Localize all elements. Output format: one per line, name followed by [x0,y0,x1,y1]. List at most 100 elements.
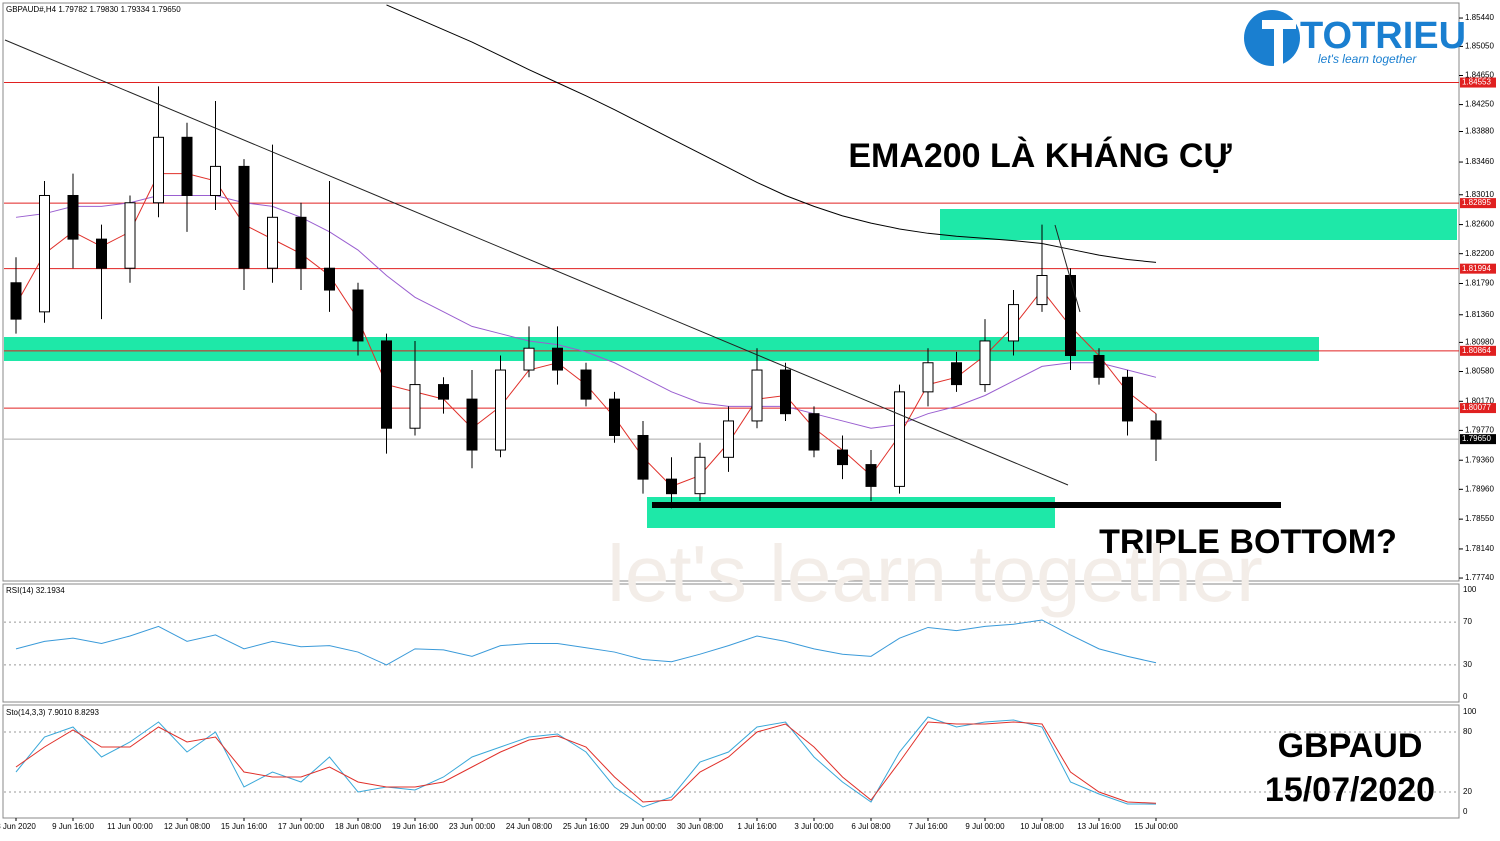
y-tick-label: 1.80170 [1465,396,1494,405]
indicator-line [15,716,1157,808]
x-tick-label: 25 Jun 16:00 [563,822,610,831]
indicator-line [15,721,1157,804]
candle-body [39,194,50,313]
candle-body [1093,354,1105,378]
annotation: GBPAUD [1278,727,1423,765]
candle-body [523,347,535,371]
candle-body [153,136,164,204]
candle-body [979,340,991,386]
header: GBPAUD#,H4 1.79782 1.79830 1.79334 1.796… [6,5,181,14]
level-tag [1460,345,1496,356]
candle-body [466,398,478,451]
x-tick-label: 7 Jul 16:00 [908,822,948,831]
x-tick-label: 10 Jul 08:00 [1020,822,1064,831]
candle-body [409,384,421,429]
candle-body [922,362,934,393]
logo-tagline: let's learn together [1318,52,1417,66]
bottom-zone [647,497,1055,528]
candle-body [552,347,563,371]
logo-name: TOTRIEU [1300,15,1466,57]
x-tick-label: 13 Jul 16:00 [1077,822,1121,831]
y-tick-label: 30 [1463,660,1472,669]
candle-body [352,289,364,342]
candle-body [324,267,335,291]
y-tick-label: 1.82200 [1465,249,1494,258]
y-tick-label: 70 [1463,617,1472,626]
candle-body [124,202,136,269]
last-price-label: 1.79650 [1462,434,1491,443]
candle-body [580,369,592,400]
x-tick-label: 8 Jun 2020 [0,822,36,831]
candle-body [381,340,392,429]
level-label: 1.81994 [1462,264,1491,273]
annotation: TRIPLE BOTTOM? [1099,523,1397,561]
rsi-title: RSI(14) 32.1934 [6,586,65,595]
y-tick-label: 1.83010 [1465,190,1494,199]
level-tag [1460,77,1496,88]
x-tick-label: 18 Jun 08:00 [335,822,382,831]
support-zone [4,337,1319,361]
y-tick-label: 1.77740 [1465,573,1494,582]
candle-body [609,398,620,436]
y-tick-label: 1.83460 [1465,157,1494,166]
y-tick-label: 1.79360 [1465,455,1494,464]
y-tick-label: 1.82600 [1465,220,1494,229]
candle-body [1122,376,1133,422]
indicator-line [15,619,1157,666]
candle-body [438,384,449,400]
logo: TOTRIEU let's learn together [1244,10,1466,68]
y-tick-label: 1.84650 [1465,71,1494,80]
y-tick-label: 20 [1463,787,1472,796]
y-tick-label: 0 [1463,807,1468,816]
x-tick-label: 23 Jun 00:00 [449,822,496,831]
level-label: 1.80077 [1462,403,1491,412]
y-tick-label: 1.84250 [1465,100,1494,109]
level-tag [1460,403,1496,414]
y-tick-label: 100 [1463,585,1477,594]
last-price-tag [1460,434,1496,445]
level-tag [1460,263,1496,274]
sto-title: Sto(14,3,3) 7.9010 8.8293 [6,708,100,717]
level-label: 1.84553 [1462,78,1491,87]
y-tick-label: 1.80980 [1465,338,1494,347]
x-tick-label: 9 Jul 00:00 [965,822,1005,831]
x-tick-label: 29 Jun 00:00 [620,822,667,831]
y-tick-label: 1.80580 [1465,367,1494,376]
logo-icon [1274,20,1283,68]
y-tick-label: 1.78960 [1465,484,1494,493]
x-tick-label: 12 Jun 08:00 [164,822,211,831]
x-tick-label: 3 Jul 00:00 [794,822,834,831]
candle-body [723,420,734,458]
x-tick-label: 15 Jun 16:00 [221,822,268,831]
annotation: EMA200 LÀ KHÁNG CỰ [848,137,1232,175]
x-tick-label: 15 Jul 00:00 [1134,822,1178,831]
candle-body [865,464,877,487]
main-frame [2,2,1460,582]
x-tick-label: 11 Jun 00:00 [107,822,153,831]
candle-body [694,456,706,495]
candle-body [267,216,278,269]
y-tick-label: 1.78550 [1465,514,1494,523]
rsi-frame [2,583,1460,703]
candle-body [1150,420,1162,440]
y-tick-label: 1.81360 [1465,310,1494,319]
candle-body [1036,274,1048,306]
y-tick-label: 1.85050 [1465,42,1494,51]
moving-average [15,194,1157,429]
candle-body [751,369,763,422]
y-tick-label: 1.81790 [1465,279,1494,288]
annotation: 15/07/2020 [1265,771,1435,809]
level-label: 1.82895 [1462,198,1491,207]
y-tick-label: 80 [1463,727,1472,736]
x-tick-label: 24 Jun 08:00 [506,822,553,831]
candle-body [10,282,22,320]
candle-body [1008,304,1019,342]
candle-body [637,434,649,480]
candle-body [837,449,848,466]
x-tick-label: 6 Jul 08:00 [851,822,891,831]
x-tick-label: 9 Jun 16:00 [52,822,94,831]
candle-body [295,216,307,269]
y-tick-label: 1.85440 [1465,13,1494,22]
candle-body [495,369,506,451]
